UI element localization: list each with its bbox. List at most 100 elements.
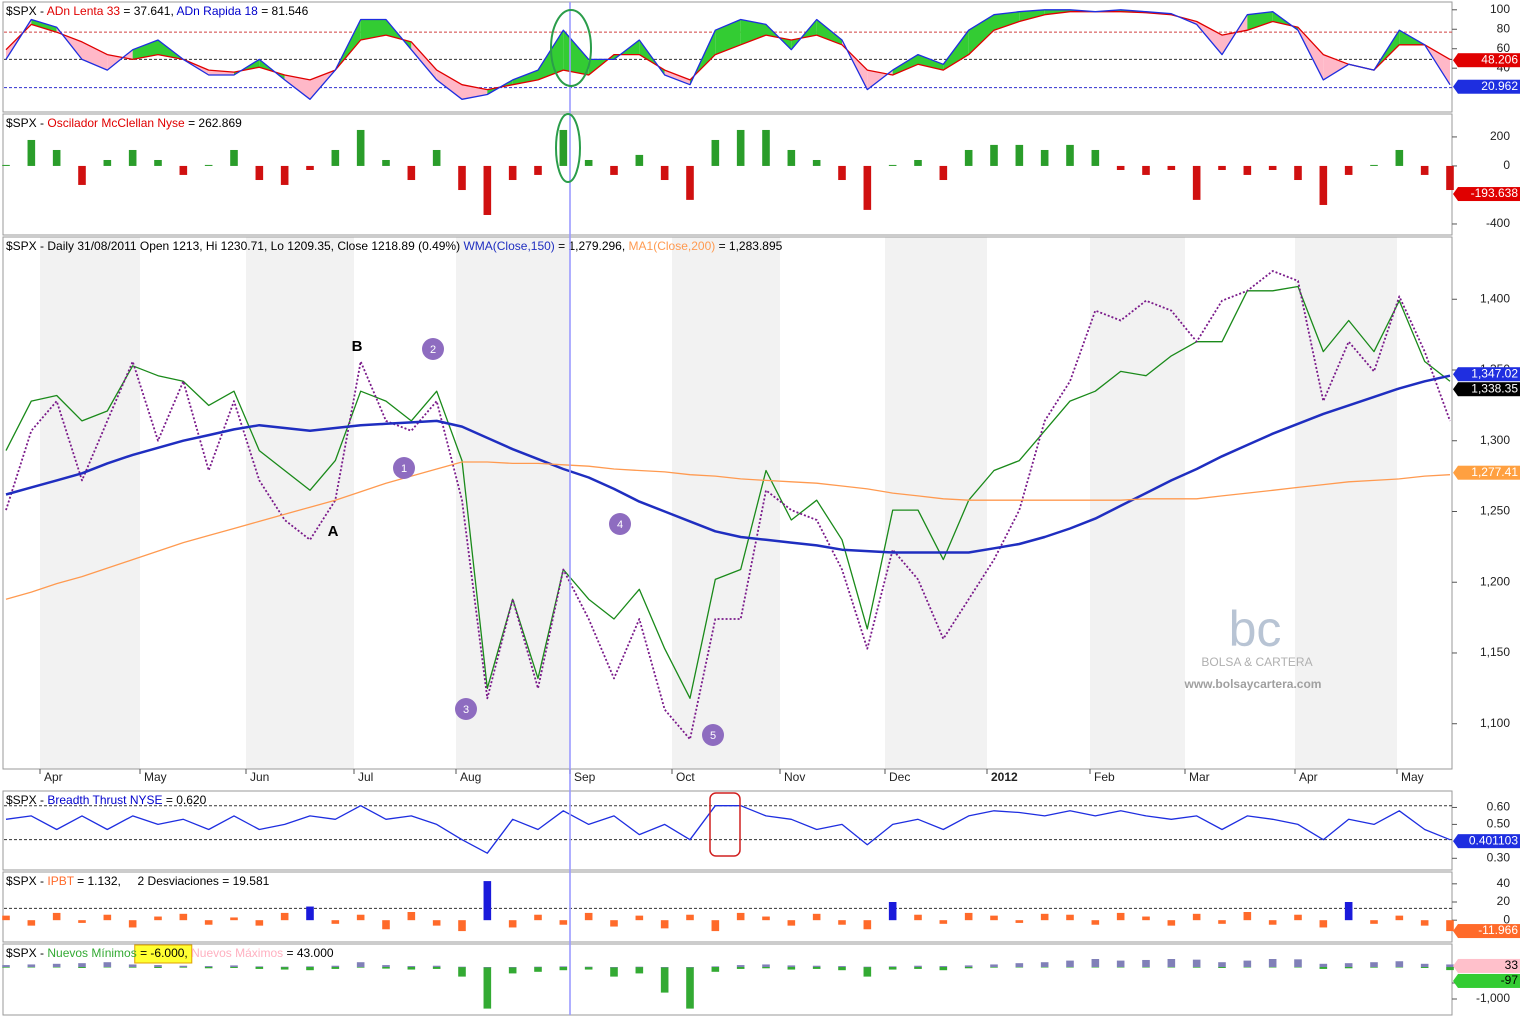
band-fill <box>994 11 1020 31</box>
y-tick-label: 20 <box>1497 894 1511 908</box>
bar <box>1395 149 1404 166</box>
bar <box>762 129 770 166</box>
bar <box>1243 960 1252 968</box>
band-fill <box>284 75 310 100</box>
bar <box>432 149 441 166</box>
x-tick-label: Jun <box>250 770 269 784</box>
bar <box>838 967 846 971</box>
bar <box>1015 920 1024 923</box>
panel-header: $SPX - Breadth Thrust NYSE = 0.620 <box>6 793 207 807</box>
bar <box>483 967 492 1009</box>
value-marker-label: -193.638 <box>1471 186 1519 200</box>
band-fill <box>968 14 994 55</box>
month-band <box>456 237 570 769</box>
bar <box>179 965 188 968</box>
series-line <box>5 461 1451 600</box>
bar <box>27 920 36 926</box>
bar <box>356 914 365 921</box>
header-part: = 1,279.296, <box>555 239 629 253</box>
bar <box>1066 144 1074 166</box>
value-marker <box>1458 187 1520 202</box>
series-line <box>5 285 1451 699</box>
value-marker-arrow <box>1453 382 1458 397</box>
bar <box>458 967 466 977</box>
bar <box>1142 967 1150 968</box>
bar <box>1040 962 1049 968</box>
header-highlight <box>134 944 193 964</box>
annotation-label: 5 <box>710 730 716 742</box>
bar <box>559 967 568 971</box>
highlight-ellipse <box>555 113 581 183</box>
y-tick-label: 0.30 <box>1487 850 1511 864</box>
bar <box>27 964 36 968</box>
bar <box>736 965 745 968</box>
bar <box>686 967 694 968</box>
bar <box>1040 149 1049 166</box>
bar <box>1420 920 1429 926</box>
x-tick-label: May <box>144 770 167 784</box>
bar <box>990 967 998 968</box>
value-marker <box>1458 958 1520 973</box>
bar <box>1243 967 1252 968</box>
bar <box>52 967 61 968</box>
x-tick-label: Nov <box>784 770 805 784</box>
bar <box>1344 967 1353 969</box>
bar <box>584 966 593 968</box>
bar <box>1142 959 1150 968</box>
bar <box>1218 967 1226 968</box>
bar <box>1192 165 1201 200</box>
bar <box>458 920 466 932</box>
bar <box>382 920 390 930</box>
bar <box>888 966 897 968</box>
bar <box>1395 915 1404 921</box>
bar <box>888 902 897 921</box>
bar <box>1040 913 1049 921</box>
bar <box>128 149 137 166</box>
bar <box>103 962 112 968</box>
bar <box>154 965 162 968</box>
header-part: = 81.546 <box>258 4 309 18</box>
bar <box>1218 920 1226 924</box>
bar <box>356 129 365 166</box>
y-tick-label: 80 <box>1497 21 1511 35</box>
x-tick-label: Oct <box>676 770 695 784</box>
bar <box>914 965 922 968</box>
bar <box>584 967 593 970</box>
month-bands <box>40 237 1397 769</box>
annotation-badge <box>393 457 415 479</box>
bar <box>635 966 644 968</box>
bar <box>52 912 61 921</box>
watermark-logo: bc <box>1229 601 1282 657</box>
value-marker-arrow <box>1453 958 1458 973</box>
header-part: = -6.000, <box>137 946 188 960</box>
bar <box>1268 920 1277 925</box>
bar <box>863 966 872 968</box>
annotation-label: A <box>328 523 339 540</box>
bar <box>1218 962 1226 968</box>
bar <box>787 149 796 166</box>
bar <box>635 154 644 166</box>
bar <box>534 966 542 968</box>
bar <box>610 920 618 927</box>
band-fill <box>208 70 234 76</box>
bar <box>964 965 973 968</box>
bar <box>736 129 745 166</box>
x-tick-label: Apr <box>44 770 63 784</box>
panel-header: $SPX - ADn Lenta 33 = 37.641, ADn Rapida… <box>6 4 309 18</box>
value-marker <box>1458 973 1520 988</box>
bar <box>255 920 264 926</box>
bar <box>1167 920 1176 926</box>
bar <box>1420 963 1429 968</box>
value-marker-arrow <box>1453 79 1458 94</box>
y-tick-label: 1,300 <box>1480 433 1510 447</box>
month-band <box>246 237 354 769</box>
series-line <box>5 9 1451 100</box>
bar <box>1420 165 1429 175</box>
bar <box>1192 913 1201 921</box>
bar <box>888 967 897 970</box>
bar <box>1319 963 1328 968</box>
bar <box>1446 967 1454 971</box>
band-fill <box>512 70 538 85</box>
annotation-label: 4 <box>617 519 623 531</box>
bar <box>1015 963 1024 968</box>
